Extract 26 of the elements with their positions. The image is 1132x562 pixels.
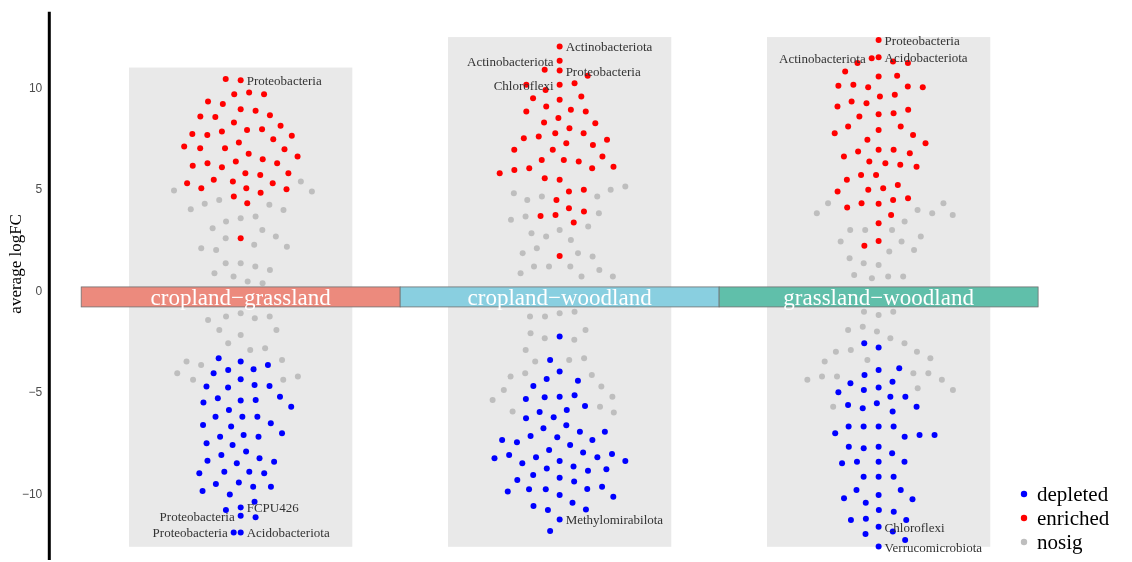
y-axis-title: average logFC	[5, 214, 25, 314]
y-tick-label: 0	[35, 283, 43, 298]
legend-label: depleted	[1037, 482, 1109, 506]
annotation: Proteobacteria	[152, 524, 228, 540]
annotation: Proteobacteria	[159, 508, 235, 524]
annotation: Acidobacteriota	[246, 524, 330, 540]
y-tick-label: 5	[35, 182, 43, 197]
x-tick-label: cropland−woodland	[467, 284, 653, 310]
legend-label: nosig	[1037, 530, 1084, 554]
y-tick-label: −10	[21, 487, 43, 501]
annotation: Acidobacteriota	[884, 49, 968, 65]
annotation: Methylomirabilota	[565, 511, 664, 527]
annotation: Chloroflexi	[884, 519, 945, 535]
annotation: Proteobacteria	[884, 32, 960, 48]
legend-label: enriched	[1037, 506, 1110, 530]
x-tick-label: grassland−woodland	[783, 284, 975, 310]
annotation: Verrucomicrobiota	[884, 539, 983, 555]
annotation: Actinobacteriota	[467, 53, 554, 69]
annotation: Proteobacteria	[246, 72, 322, 88]
annotation: FCPU426	[246, 499, 300, 515]
annotation: Proteobacteria	[565, 63, 641, 79]
y-tick-label: −5	[28, 385, 43, 400]
y-tick-label: 10	[28, 80, 43, 95]
x-tick-label: cropland−grassland	[150, 284, 332, 310]
annotation: Actinobacteriota	[565, 38, 653, 54]
annotation: Actinobacteriota	[779, 50, 866, 66]
